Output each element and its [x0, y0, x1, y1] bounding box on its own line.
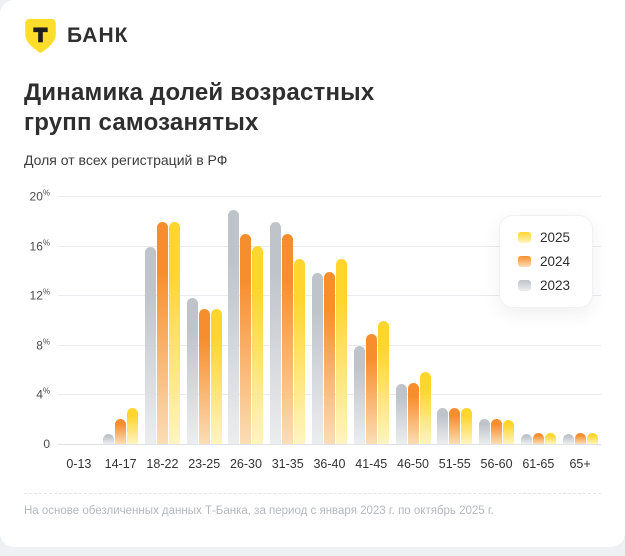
- bar-2025-31-35: [294, 259, 306, 444]
- bar-2023-51-55: [437, 407, 449, 444]
- bar-2024-36-40: [323, 271, 335, 444]
- x-tick-label-14-17: 14-17: [104, 456, 137, 471]
- legend-label-2025: 2025: [539, 229, 570, 245]
- bar-2023-14-17: [103, 434, 115, 444]
- x-tick-label-23-25: 23-25: [188, 456, 221, 471]
- bar-2023-23-25: [186, 297, 198, 444]
- page-title: Динамика долей возрастных групп самозаня…: [24, 78, 601, 139]
- y-tick-label-4: 4%: [36, 386, 50, 402]
- x-tick-label-26-30: 26-30: [229, 456, 262, 471]
- bar-group-0-13: [58, 196, 100, 444]
- gridline-16: [58, 245, 601, 247]
- bar-2025-61-65: [544, 432, 556, 444]
- legend-swatch-2023: [517, 279, 531, 291]
- bar-chart: 20% 16% 12% 8% 4% 0 2025 2024 2023 0-13 14-17 18-…: [24, 188, 601, 471]
- bar-2024-26-30: [240, 234, 252, 444]
- chart-subtitle: Доля от всех регистраций в РФ: [24, 151, 228, 168]
- bar-group-23-25: [183, 196, 225, 444]
- bar-group-51-55: [434, 196, 476, 444]
- bar-group-41-45: [350, 196, 392, 444]
- bar-group-46-50: [392, 196, 434, 444]
- bar-2023-36-40: [311, 272, 323, 444]
- bar-2024-51-55: [449, 407, 461, 444]
- bar-2023-18-22: [144, 246, 156, 444]
- x-tick-label-36-40: 36-40: [313, 456, 346, 471]
- bar-2024-61-65: [532, 432, 544, 444]
- y-tick-label-8: 8%: [36, 337, 50, 353]
- y-tick-label-16: 16%: [29, 238, 50, 254]
- bar-2025-18-22: [168, 221, 180, 444]
- page-title-line2: групп самозанятых: [24, 109, 259, 137]
- gridline-0: [58, 443, 601, 445]
- legend-item-2023: 2023: [517, 277, 570, 293]
- bar-2025-56-60: [503, 420, 515, 444]
- bar-2023-26-30: [228, 209, 240, 444]
- legend-label-2024: 2024: [539, 253, 570, 269]
- bar-2023-56-60: [479, 419, 491, 444]
- bars-container: [58, 196, 601, 444]
- legend-item-2024: 2024: [517, 253, 570, 269]
- legend-label-2023: 2023: [539, 277, 570, 293]
- bar-group-18-22: [142, 196, 184, 444]
- bar-2025-46-50: [419, 372, 431, 444]
- x-tick-label-56-60: 56-60: [480, 456, 513, 471]
- bar-group-36-40: [309, 196, 351, 444]
- bar-2025-41-45: [377, 321, 389, 444]
- x-tick-label-41-45: 41-45: [355, 456, 388, 471]
- y-tick-label-0: 0: [43, 436, 50, 451]
- brand-logo: БАНК: [24, 18, 601, 54]
- bar-2025-65+: [586, 432, 598, 444]
- legend-item-2025: 2025: [517, 229, 570, 245]
- bar-2024-41-45: [365, 333, 377, 444]
- x-tick-label-0-13: 0-13: [66, 456, 92, 471]
- y-tick-label-12: 12%: [29, 287, 50, 303]
- legend-swatch-2025: [517, 231, 531, 243]
- page-title-line1: Динамика долей возрастных: [24, 79, 375, 106]
- x-tick-label-61-65: 61-65: [522, 456, 555, 471]
- chart-legend: 2025 2024 2023: [498, 214, 593, 308]
- bar-2024-14-17: [115, 419, 127, 444]
- bar-2024-65+: [574, 432, 586, 444]
- bar-group-56-60: [476, 196, 518, 444]
- plot-area: 2025 2024 2023: [58, 195, 601, 445]
- legend-swatch-2024: [517, 255, 531, 267]
- bar-group-14-17: [100, 196, 142, 444]
- bar-group-31-35: [267, 196, 309, 444]
- bar-2024-18-22: [156, 221, 168, 444]
- bar-2025-23-25: [210, 308, 222, 444]
- x-tick-label-65+: 65+: [569, 456, 591, 471]
- bar-2025-51-55: [461, 407, 473, 444]
- bar-2024-31-35: [282, 234, 294, 444]
- bar-2025-36-40: [335, 259, 347, 444]
- bar-2025-26-30: [252, 245, 264, 444]
- x-tick-label-51-55: 51-55: [438, 456, 471, 471]
- gridline-20: [58, 195, 601, 197]
- y-axis: 20% 16% 12% 8% 4% 0: [24, 188, 58, 451]
- bar-group-61-65: [517, 196, 559, 444]
- y-tick-label-20: 20%: [29, 188, 50, 204]
- bar-2023-61-65: [520, 434, 532, 444]
- bar-2023-31-35: [270, 221, 282, 444]
- x-tick-label-46-50: 46-50: [397, 456, 429, 471]
- bar-2023-46-50: [395, 384, 407, 444]
- x-axis: 0-13 14-17 18-22 23-25 26-30 31-35 36-40 41-45 4…: [58, 457, 601, 471]
- x-tick-label-18-22: 18-22: [146, 456, 179, 471]
- bar-2025-14-17: [127, 407, 139, 444]
- bar-2024-46-50: [407, 383, 419, 444]
- brand-name: БАНК: [67, 24, 129, 47]
- bar-group-26-30: [225, 196, 267, 444]
- x-tick-label-31-35: 31-35: [271, 456, 304, 471]
- bar-2023-65+: [562, 434, 574, 444]
- bar-2024-23-25: [198, 308, 210, 444]
- bar-2023-41-45: [353, 345, 365, 444]
- bar-group-65+: [559, 196, 601, 444]
- plot-wrap: 2025 2024 2023 0-13 14-17 18-22 23-25 26-30 31-…: [58, 195, 601, 471]
- bar-2024-56-60: [491, 419, 503, 444]
- source-note: На основе обезличенных данных Т-Банка, з…: [24, 492, 601, 517]
- tbank-shield-icon: [25, 18, 56, 54]
